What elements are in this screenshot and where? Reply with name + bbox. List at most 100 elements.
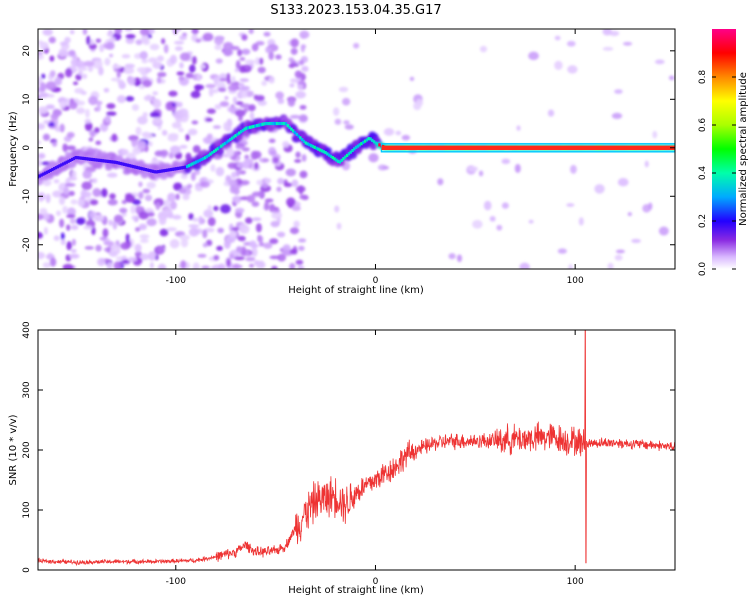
heatmap-noise-cell bbox=[215, 58, 223, 64]
heatmap-noise-cell bbox=[156, 55, 164, 62]
heatmap-ridge-cell bbox=[63, 161, 67, 165]
heatmap-noise-cell bbox=[178, 188, 188, 194]
heatmap-noise-cell bbox=[185, 133, 190, 141]
heatmap-noise-cell bbox=[66, 207, 76, 217]
heatmap-noise-cell bbox=[235, 145, 245, 150]
heatmap-ytick-label: -10 bbox=[22, 189, 32, 204]
heatmap-noise-cell bbox=[125, 34, 136, 39]
snr-ytick-label: 100 bbox=[22, 501, 32, 518]
heatmap-noise-cell bbox=[41, 73, 46, 79]
colorbar-tick-label: 0.0 bbox=[698, 262, 708, 277]
heatmap-ridge-cell bbox=[76, 156, 79, 160]
heatmap-ridge-cell bbox=[153, 170, 157, 174]
heatmap-noise-cell bbox=[138, 191, 144, 200]
heatmap-noise-cell bbox=[401, 134, 411, 141]
heatmap-noise-cell bbox=[176, 101, 183, 108]
heatmap-noise-cell bbox=[217, 227, 224, 234]
heatmap-noise-cell bbox=[251, 247, 258, 257]
heatmap-noise-cell bbox=[38, 158, 42, 167]
heatmap-ridge-cell bbox=[123, 162, 126, 166]
heatmap-ridge-cell bbox=[126, 163, 130, 167]
heatmap-noise-cell bbox=[53, 179, 60, 184]
heatmap-noise-cell bbox=[298, 245, 305, 251]
heatmap-noise-cell bbox=[554, 60, 563, 70]
heatmap-ridge-cell bbox=[356, 144, 360, 148]
heatmap-noise-cell bbox=[92, 59, 103, 69]
heatmap-noise-cell bbox=[251, 244, 259, 248]
heatmap-noise-cell bbox=[106, 103, 116, 110]
heatmap-noise-cell bbox=[631, 238, 641, 243]
heatmap-noise-cell bbox=[168, 152, 175, 159]
heatmap-noise-cell bbox=[269, 150, 277, 155]
heatmap-noise-cell bbox=[141, 131, 151, 138]
heatmap-ridge-cell bbox=[40, 173, 43, 177]
snr-ytick-label: 0 bbox=[22, 567, 32, 573]
heatmap-noise-cell bbox=[195, 186, 204, 192]
heatmap-noise-cell bbox=[261, 80, 268, 86]
heatmap-noise-cell bbox=[124, 63, 136, 69]
heatmap-noise-cell bbox=[275, 91, 284, 100]
heatmap-ridge-cell bbox=[329, 154, 333, 158]
heatmap-noise-cell bbox=[594, 184, 605, 194]
heatmap-noise-cell bbox=[38, 106, 49, 115]
heatmap-noise-cell bbox=[160, 149, 169, 157]
heatmap-noise-cell bbox=[72, 81, 79, 86]
heatmap-noise-cell bbox=[135, 205, 142, 210]
heatmap-ridge-cell bbox=[227, 139, 230, 143]
heatmap-noise-cell bbox=[607, 262, 614, 269]
heatmap-noise-cell bbox=[205, 117, 213, 122]
heatmap-noise-cell bbox=[157, 263, 167, 269]
heatmap-noise-cell bbox=[298, 80, 306, 85]
heatmap-ridge-cell bbox=[290, 127, 293, 131]
heatmap-noise-cell bbox=[135, 39, 143, 46]
heatmap-noise-cell bbox=[43, 226, 48, 235]
heatmap-noise-cell bbox=[62, 50, 69, 57]
heatmap-noise-cell bbox=[368, 153, 379, 163]
heatmap-ridge-cell bbox=[49, 168, 52, 173]
heatmap-ridge-cell bbox=[252, 124, 255, 129]
heatmap-noise-cell bbox=[39, 92, 50, 98]
heatmap-noise-cell bbox=[99, 236, 107, 241]
heatmap-ridge-cell bbox=[106, 159, 110, 163]
heatmap-noise-cell bbox=[134, 243, 142, 253]
heatmap-noise-cell bbox=[71, 170, 77, 179]
heatmap-noise-cell bbox=[192, 217, 199, 222]
heatmap-ridge-cell bbox=[207, 153, 210, 157]
heatmap-ridge-cell bbox=[202, 157, 205, 161]
heatmap-ridge-cell bbox=[342, 157, 345, 161]
heatmap-noise-cell bbox=[47, 93, 55, 98]
heatmap-noise-cell bbox=[229, 253, 235, 260]
heatmap-noise-cell bbox=[45, 193, 51, 204]
heatmap-noise-cell bbox=[266, 47, 272, 53]
heatmap-ridge-cell bbox=[371, 138, 374, 142]
heatmap-noise-cell bbox=[65, 68, 73, 78]
heatmap-ridge-cell bbox=[135, 165, 139, 170]
heatmap-noise-cell bbox=[66, 224, 71, 231]
heatmap-ridge-cell bbox=[308, 143, 311, 147]
heatmap-noise-cell bbox=[516, 125, 521, 131]
heatmap-ridge-cell bbox=[85, 157, 88, 161]
heatmap-noise-cell bbox=[195, 38, 201, 43]
heatmap-noise-cell bbox=[235, 207, 245, 214]
heatmap-noise-cell bbox=[47, 122, 56, 127]
heatmap-ridge-cell bbox=[234, 134, 237, 138]
heatmap-noise-cell bbox=[123, 66, 135, 75]
heatmap-noise-cell bbox=[489, 216, 496, 221]
heatmap-noise-cell bbox=[42, 29, 54, 36]
heatmap-noise-cell bbox=[179, 234, 191, 241]
heatmap-noise-cell bbox=[145, 194, 152, 201]
heatmap-ridge-cell bbox=[67, 159, 70, 163]
heatmap-ridge-cell bbox=[284, 122, 288, 126]
heatmap-noise-cell bbox=[652, 130, 658, 139]
heatmap-noise-cell bbox=[191, 29, 199, 35]
heatmap-noise-cell bbox=[95, 140, 102, 146]
heatmap-noise-cell bbox=[219, 77, 228, 82]
heatmap-noise-cell bbox=[231, 171, 237, 179]
heatmap-ridge-cell bbox=[268, 121, 272, 126]
heatmap-ridge-cell bbox=[209, 152, 212, 156]
heatmap-noise-cell bbox=[93, 214, 105, 222]
heatmap-noise-cell bbox=[519, 262, 530, 269]
heatmap-noise-cell bbox=[149, 262, 154, 269]
heatmap-noise-cell bbox=[121, 200, 127, 205]
heatmap-ridge-cell bbox=[369, 137, 372, 141]
